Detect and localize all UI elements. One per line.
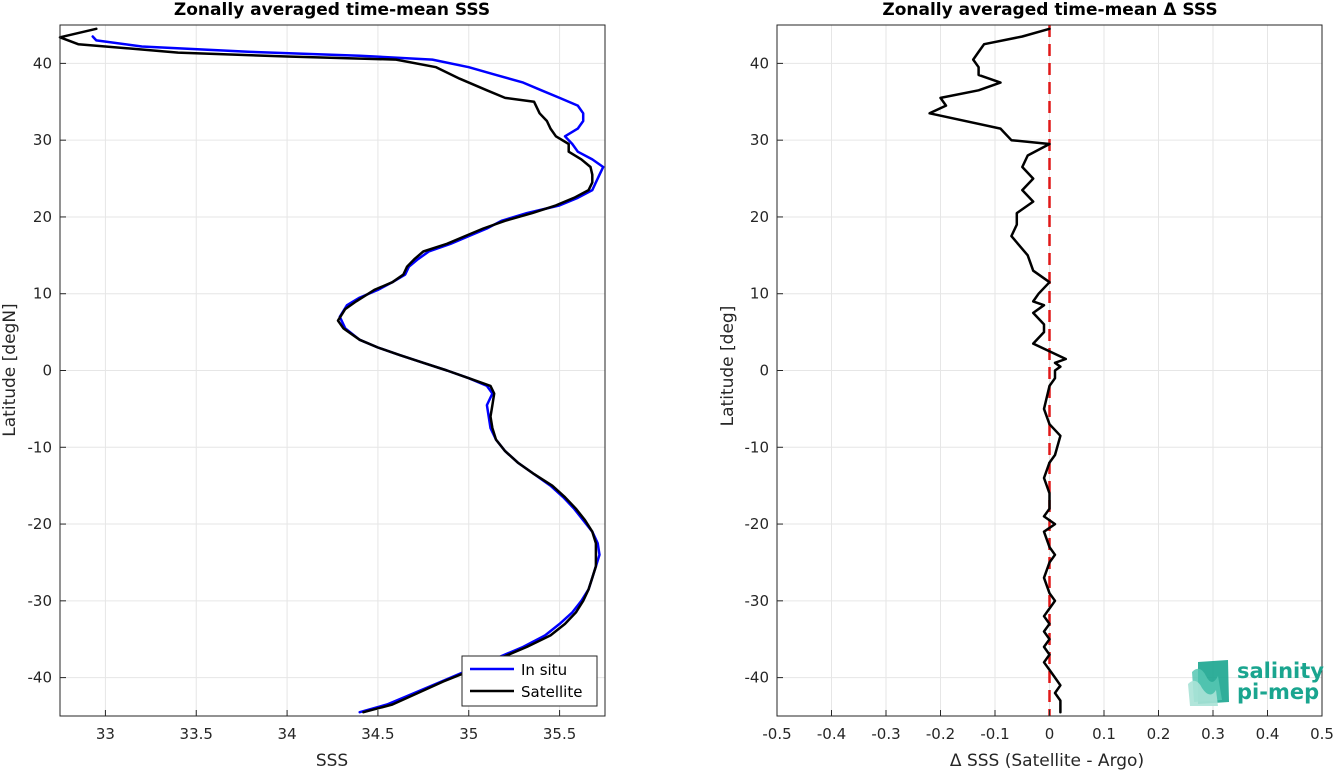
right-series-group — [928, 27, 1068, 714]
right-y-tick-label: -40 — [745, 669, 770, 687]
right-x-axis-label: Δ SSS (Satellite - Argo) — [950, 751, 1144, 770]
left-y-tick-label: 40 — [33, 54, 52, 72]
left-y-tick-label: -40 — [28, 669, 53, 687]
left-y-axis-label: Latitude [degN] — [0, 303, 20, 436]
right-y-tick-label: -10 — [745, 438, 770, 456]
left-y-tick-label: 20 — [33, 208, 52, 226]
left-series-group — [58, 27, 605, 714]
left-y-tick-label: -10 — [28, 438, 53, 456]
right-x-tick-label: -0.5 — [762, 725, 791, 743]
logo-waves-icon — [1188, 660, 1229, 706]
right-ticks: -0.5 -0.4 -0.3 -0.2 -0.1 0 0.1 0.2 0.3 0.4 0.5 -40 -… — [745, 54, 1334, 743]
left-chart: 33 33.5 34 34.5 35 35.5-40-30-20-10010203040 … — [0, 0, 606, 770]
right-y-tick-label: 40 — [750, 54, 769, 72]
left-x-tick-label: 34 — [278, 725, 297, 743]
left-y-tick-label: 30 — [33, 131, 52, 149]
legend-label-in-situ: In situ — [521, 661, 567, 679]
left-chart-title: Zonally averaged time-mean SSS — [174, 0, 490, 20]
right-x-tick-label: -0.3 — [871, 725, 900, 743]
left-x-tick-label: 34.5 — [361, 725, 394, 743]
right-x-tick-label: -0.1 — [980, 725, 1009, 743]
right-x-tick-label: 0.3 — [1201, 725, 1225, 743]
right-y-tick-label: 20 — [750, 208, 769, 226]
left-series-line-satellite — [58, 27, 598, 714]
right-y-tick-label: -20 — [745, 515, 770, 533]
right-y-tick-label: -30 — [745, 592, 770, 610]
logo-text-salinity: salinity — [1237, 659, 1324, 683]
left-y-tick-label: 0 — [42, 362, 52, 380]
right-y-tick-label: 0 — [759, 362, 769, 380]
left-y-tick-label: -30 — [28, 592, 53, 610]
right-series-line-delta — [928, 27, 1068, 714]
left-x-tick-label: 33 — [96, 725, 115, 743]
right-x-tick-label: 0.4 — [1256, 725, 1280, 743]
salinity-pi-mep-logo: salinity pi-mep — [1188, 659, 1324, 706]
right-chart: -0.5 -0.4 -0.3 -0.2 -0.1 0 0.1 0.2 0.3 0.4 0.5 -40 -… — [718, 0, 1334, 770]
right-y-tick-label: 30 — [750, 131, 769, 149]
legend-box — [461, 655, 598, 707]
right-y-axis-label: Latitude [deg] — [718, 306, 738, 427]
left-ticks: 33 33.5 34 34.5 35 35.5 -40 -30 -20 -10 0 10 20 30 40 — [28, 54, 577, 743]
left-x-axis-label: SSS — [316, 751, 348, 770]
left-y-tick-label: -20 — [28, 515, 53, 533]
left-y-tick-label: 10 — [33, 285, 52, 303]
right-y-tick-label: 10 — [750, 285, 769, 303]
logo-text-pi-mep: pi-mep — [1237, 680, 1319, 704]
right-x-tick-label: 0.1 — [1092, 725, 1116, 743]
right-x-tick-label: -0.4 — [817, 725, 846, 743]
left-x-tick-label: 33.5 — [180, 725, 213, 743]
right-chart-title: Zonally averaged time-mean Δ SSS — [882, 0, 1217, 20]
left-x-tick-label: 35.5 — [543, 725, 576, 743]
right-x-tick-label: 0 — [1045, 725, 1055, 743]
right-x-tick-label: 0.2 — [1147, 725, 1171, 743]
legend-label-satellite: Satellite — [521, 683, 582, 701]
right-x-tick-label: -0.2 — [926, 725, 955, 743]
left-x-tick-label: 35 — [459, 725, 478, 743]
right-x-tick-label: 0.5 — [1310, 725, 1334, 743]
legend: In situ Satellite — [461, 655, 598, 707]
